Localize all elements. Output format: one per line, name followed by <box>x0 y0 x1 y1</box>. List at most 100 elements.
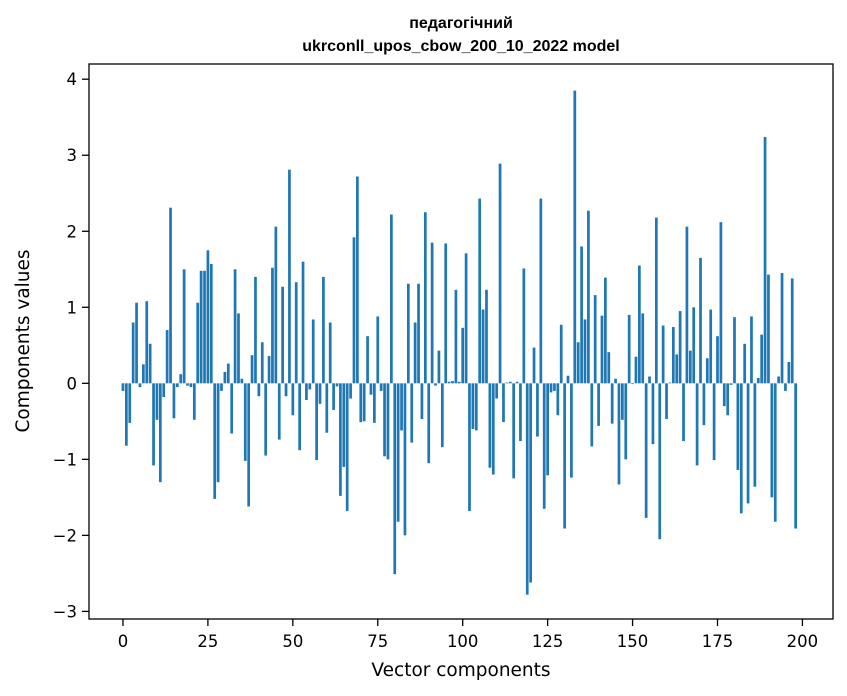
bar-115 <box>512 383 516 479</box>
bar-13 <box>165 330 169 384</box>
bar-0 <box>121 383 125 391</box>
bar-163 <box>675 354 679 384</box>
bar-3 <box>131 322 135 384</box>
x-tick-label: 75 <box>367 632 388 651</box>
bar-154 <box>644 383 648 518</box>
x-tick-label: 0 <box>118 632 129 651</box>
bar-78 <box>386 383 390 460</box>
bar-99 <box>457 381 461 384</box>
bar-148 <box>624 383 628 460</box>
bar-24 <box>203 270 206 384</box>
bar-198 <box>794 383 797 529</box>
bar-41 <box>260 342 264 384</box>
y-tick-label: −3 <box>53 602 77 621</box>
bar-193 <box>777 376 780 384</box>
x-axis-label: Vector components <box>371 660 550 681</box>
bar-124 <box>542 383 546 509</box>
bar-102 <box>468 383 471 512</box>
bar-63 <box>335 383 339 387</box>
bar-97 <box>451 381 454 384</box>
bar-143 <box>607 352 611 384</box>
bar-9 <box>152 383 155 466</box>
bar-34 <box>237 313 240 384</box>
bar-122 <box>536 383 539 437</box>
bar-80 <box>393 383 397 575</box>
bar-57 <box>315 383 318 461</box>
bar-76 <box>379 383 383 391</box>
bar-88 <box>420 383 424 420</box>
bar-100 <box>461 327 465 384</box>
bar-177 <box>722 383 726 407</box>
bar-52 <box>298 383 301 451</box>
bar-94 <box>440 383 444 448</box>
y-tick-label: 4 <box>67 70 78 89</box>
bar-173 <box>709 309 713 384</box>
bar-2 <box>128 383 132 423</box>
bar-45 <box>274 226 278 384</box>
bar-130 <box>563 383 566 529</box>
chart-subtitle: ukrconll_upos_cbow_200_10_2022 model <box>302 38 619 55</box>
bar-83 <box>403 383 407 536</box>
bar-85 <box>410 383 414 443</box>
bar-93 <box>437 350 441 384</box>
bar-165 <box>682 383 685 442</box>
bar-82 <box>400 383 403 431</box>
bar-192 <box>773 383 777 522</box>
bar-5 <box>138 383 142 388</box>
bar-152 <box>638 265 641 384</box>
bar-127 <box>553 383 556 391</box>
bar-25 <box>206 250 210 384</box>
bar-164 <box>678 311 682 384</box>
bar-135 <box>580 246 583 384</box>
bar-147 <box>621 383 624 420</box>
bar-166 <box>685 226 689 384</box>
bar-197 <box>790 278 794 384</box>
bar-120 <box>529 383 532 583</box>
bar-160 <box>665 383 668 420</box>
bar-30 <box>223 371 227 384</box>
bar-162 <box>671 327 675 384</box>
bar-157 <box>654 217 658 384</box>
bar-58 <box>318 383 322 404</box>
bar-71 <box>362 383 366 422</box>
bar-188 <box>760 334 764 384</box>
x-tick-label: 25 <box>197 632 218 651</box>
bar-149 <box>627 314 631 384</box>
bar-180 <box>733 317 736 384</box>
bar-67 <box>349 383 352 399</box>
bar-28 <box>216 383 220 483</box>
bar-116 <box>515 381 519 384</box>
bar-27 <box>213 383 217 499</box>
bar-96 <box>447 381 451 384</box>
bar-64 <box>339 383 342 496</box>
bar-42 <box>264 383 268 456</box>
bar-65 <box>342 383 346 467</box>
bar-185 <box>750 316 753 384</box>
x-tick-label: 50 <box>282 632 303 651</box>
bar-171 <box>702 383 706 426</box>
bar-10 <box>155 383 159 420</box>
bar-186 <box>753 383 757 487</box>
bar-125 <box>546 383 549 476</box>
bar-134 <box>576 342 580 384</box>
bar-182 <box>739 383 743 514</box>
bar-181 <box>736 383 740 470</box>
bar-190 <box>767 274 770 384</box>
bar-43 <box>267 355 271 384</box>
bar-137 <box>587 210 590 384</box>
bar-37 <box>247 383 251 507</box>
bar-129 <box>559 324 563 384</box>
bar-40 <box>257 383 261 397</box>
bar-49 <box>288 169 291 384</box>
bar-118 <box>522 268 526 384</box>
bar-59 <box>322 276 325 384</box>
bar-105 <box>478 198 482 384</box>
bar-136 <box>583 319 587 384</box>
y-axis-label: Components values <box>13 249 34 432</box>
bar-44 <box>271 267 274 384</box>
bar-7 <box>145 301 149 384</box>
bar-86 <box>413 322 417 384</box>
bar-107 <box>485 289 488 384</box>
bar-132 <box>570 383 573 478</box>
x-axis-ticks: 0 25 50 75 100 125 150 175 200 <box>118 619 818 651</box>
